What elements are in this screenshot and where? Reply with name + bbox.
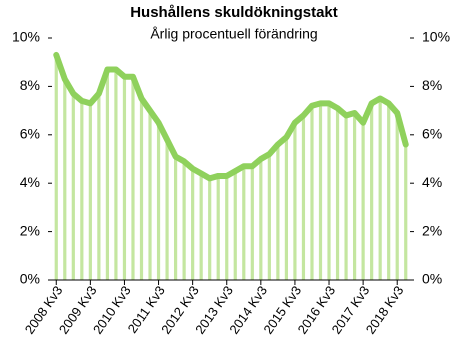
bar bbox=[148, 110, 152, 280]
bar bbox=[310, 105, 314, 280]
bar bbox=[352, 113, 357, 281]
chart-title: Hushållens skuldökningstakt bbox=[130, 4, 338, 21]
bar bbox=[165, 139, 169, 280]
bar bbox=[199, 173, 203, 280]
bar bbox=[173, 156, 178, 280]
bar bbox=[370, 103, 374, 280]
bar bbox=[259, 159, 263, 280]
y2-tick-label: 2% bbox=[422, 222, 442, 238]
y-tick-label: 0% bbox=[20, 271, 40, 287]
bar bbox=[105, 69, 110, 281]
bar bbox=[250, 166, 254, 280]
bar bbox=[378, 98, 382, 280]
bar bbox=[114, 69, 118, 281]
chart-subtitle: Årlig procentuell förändring bbox=[150, 26, 317, 42]
bar bbox=[208, 178, 212, 280]
bar bbox=[156, 122, 161, 280]
y-tick-label: 4% bbox=[20, 174, 40, 190]
bar bbox=[361, 122, 365, 280]
bar bbox=[284, 137, 289, 280]
bar bbox=[131, 76, 135, 280]
bar bbox=[71, 93, 75, 280]
y-tick-label: 2% bbox=[20, 222, 40, 238]
bar bbox=[63, 79, 67, 280]
bar bbox=[182, 161, 186, 280]
y2-tick-label: 4% bbox=[422, 174, 442, 190]
bar bbox=[335, 108, 340, 281]
line bbox=[53, 51, 409, 182]
bar bbox=[54, 54, 58, 280]
y2-tick-label: 10% bbox=[422, 29, 450, 45]
bar bbox=[216, 175, 220, 280]
bar bbox=[122, 76, 127, 280]
bar bbox=[97, 93, 101, 280]
y-tick-label: 10% bbox=[12, 29, 40, 45]
bar bbox=[267, 154, 271, 280]
y2-tick-label: 8% bbox=[422, 77, 442, 93]
bar bbox=[88, 103, 92, 280]
bar bbox=[225, 175, 229, 280]
bar bbox=[387, 103, 391, 280]
bar bbox=[293, 122, 297, 280]
bar bbox=[344, 115, 348, 280]
bar bbox=[139, 98, 144, 280]
bar bbox=[191, 168, 195, 280]
bar bbox=[327, 103, 331, 280]
bar bbox=[242, 166, 246, 280]
bar bbox=[80, 100, 84, 280]
y2-tick-label: 6% bbox=[422, 126, 442, 142]
bar bbox=[233, 171, 237, 280]
bar bbox=[395, 113, 399, 281]
y-tick-label: 8% bbox=[20, 77, 40, 93]
bar bbox=[276, 144, 280, 280]
bar bbox=[404, 144, 408, 280]
y2-tick-label: 0% bbox=[422, 271, 442, 287]
bar bbox=[301, 115, 306, 280]
bar bbox=[318, 103, 323, 280]
y-tick-label: 6% bbox=[20, 126, 40, 142]
